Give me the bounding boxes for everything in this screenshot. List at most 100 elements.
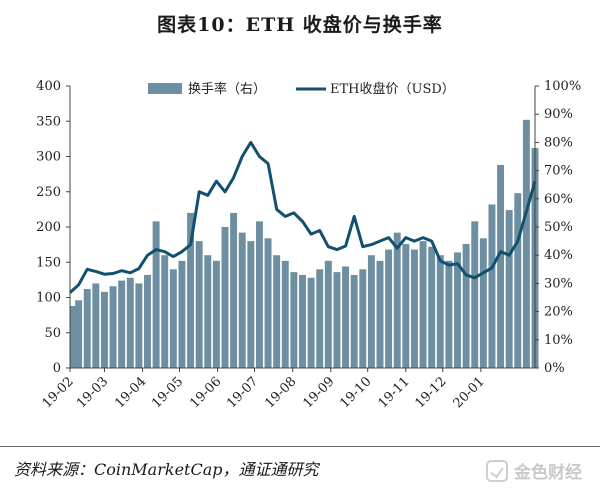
turnover-bar	[281, 260, 289, 368]
turnover-bar	[126, 277, 134, 368]
turnover-bar	[350, 274, 358, 368]
turnover-bar	[100, 291, 108, 368]
turnover-bar	[385, 249, 393, 368]
price-line-layer	[68, 140, 537, 294]
jinse-logo-icon	[486, 459, 508, 482]
turnover-bar	[359, 269, 367, 368]
turnover-bar	[333, 272, 341, 368]
legend-label-price: ETH收盘价（USD）	[330, 81, 455, 97]
turnover-bar	[454, 252, 461, 368]
brand-watermark: 金色财经	[486, 458, 582, 483]
turnover-bar	[428, 246, 436, 368]
x-tick-label: 20-01	[451, 374, 488, 411]
turnover-bar	[75, 300, 83, 368]
turnover-bar	[462, 243, 470, 368]
turnover-bar	[212, 260, 220, 368]
turnover-bars	[70, 119, 539, 368]
turnover-bar	[419, 241, 427, 368]
turnover-bar	[402, 243, 410, 368]
turnover-bar	[144, 274, 151, 368]
turnover-bar	[247, 241, 255, 368]
turnover-bar	[230, 212, 238, 368]
turnover-bar	[187, 212, 195, 368]
y-right-tick-label: 100%	[544, 79, 581, 94]
turnover-bar	[471, 221, 479, 368]
turnover-bar	[169, 269, 177, 368]
turnover-bar	[152, 221, 160, 368]
x-tick-label: 19-08	[262, 374, 299, 411]
turnover-bar	[161, 255, 169, 368]
x-tick-label: 19-10	[337, 374, 374, 411]
y-right-tick-label: 60%	[544, 192, 573, 207]
turnover-bar	[195, 241, 203, 368]
y-right-tick-label: 40%	[544, 248, 573, 263]
x-tick-label: 19-06	[187, 374, 224, 411]
y-left-tick-label: 350	[36, 114, 61, 129]
turnover-bar	[488, 204, 496, 368]
y-left-tick-label: 400	[36, 79, 61, 94]
y-left-tick-label: 100	[36, 291, 61, 306]
turnover-bar	[316, 269, 324, 368]
brand-name: 金色财经	[514, 463, 582, 483]
eth-price-line	[68, 140, 537, 294]
turnover-bar	[342, 266, 350, 368]
turnover-bar	[92, 283, 100, 368]
turnover-bar	[393, 232, 401, 368]
y-right-tick-label: 50%	[544, 220, 573, 235]
x-tick-label: 19-09	[301, 374, 338, 411]
turnover-bar	[497, 164, 505, 368]
turnover-bar	[367, 255, 375, 368]
y-right-tick-label: 80%	[544, 135, 573, 150]
x-tick-label: 19-12	[412, 374, 449, 411]
turnover-bar	[83, 289, 91, 368]
turnover-bar	[505, 210, 513, 368]
turnover-bar	[299, 274, 306, 368]
y-right-tick-label: 30%	[544, 276, 573, 291]
x-tick-label: 19-11	[376, 374, 413, 411]
turnover-bar	[238, 232, 246, 368]
turnover-bar	[436, 255, 444, 368]
x-tick-label: 19-03	[74, 374, 111, 411]
turnover-bar	[445, 260, 453, 368]
turnover-bar	[178, 260, 186, 368]
x-tick-label: 19-02	[40, 374, 77, 411]
y-left-tick-label: 0	[53, 361, 61, 376]
legend: 换手率（右） ETH收盘价（USD）	[148, 81, 455, 97]
turnover-bar	[290, 272, 298, 368]
y-right-tick-label: 70%	[544, 164, 573, 179]
turnover-bar	[273, 255, 281, 368]
x-tick-label: 19-05	[149, 374, 186, 411]
turnover-bar	[479, 238, 487, 368]
y-left-tick-label: 50	[44, 326, 61, 341]
turnover-bar	[307, 277, 315, 368]
turnover-bar	[410, 249, 418, 368]
chart-title: 图表10：ETH 收盘价与换手率	[157, 14, 443, 36]
y-left-tick-label: 300	[36, 150, 61, 165]
turnover-bar	[255, 221, 263, 368]
turnover-bar	[221, 227, 229, 368]
x-tick-label: 19-04	[112, 374, 149, 411]
y-left-tick-label: 200	[36, 220, 61, 235]
turnover-bar	[70, 305, 77, 368]
y-right-tick-label: 0%	[544, 361, 565, 376]
source-note: 资料来源：CoinMarketCap，通证通研究	[14, 460, 319, 479]
turnover-bar	[135, 283, 143, 368]
x-tick-label: 19-07	[224, 374, 261, 411]
y-right-tick-label: 10%	[544, 333, 573, 348]
turnover-bar	[324, 260, 332, 368]
turnover-bar	[204, 255, 212, 368]
y-right-tick-label: 90%	[544, 107, 573, 122]
legend-label-turnover: 换手率（右）	[188, 81, 266, 97]
turnover-bar	[109, 286, 117, 368]
y-right-tick-label: 20%	[544, 305, 573, 320]
y-left-tick-label: 250	[36, 185, 61, 200]
turnover-bar	[118, 280, 126, 368]
y-left-tick-label: 150	[36, 255, 61, 270]
legend-swatch-turnover	[148, 83, 182, 94]
turnover-bar	[264, 238, 272, 368]
turnover-bar	[376, 260, 384, 368]
source-divider	[0, 446, 600, 447]
turnover-bar	[522, 119, 530, 368]
